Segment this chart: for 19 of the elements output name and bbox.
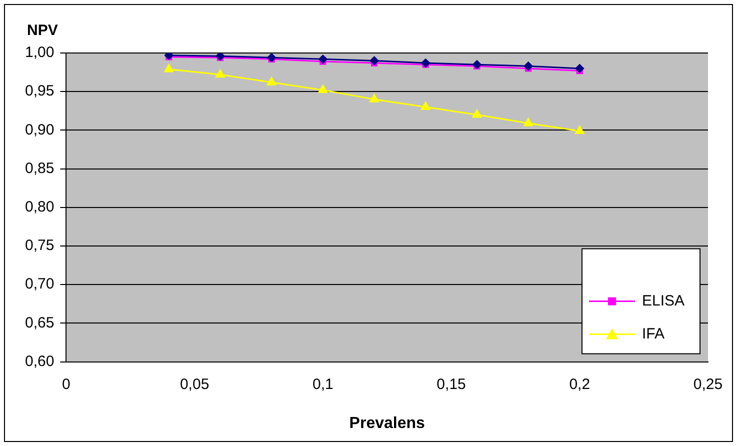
x-tick-label: 0,1 — [312, 376, 334, 393]
y-tick-label: 0,75 — [24, 237, 54, 254]
x-tick-label: 0,2 — [569, 376, 590, 393]
x-tick-label: 0,25 — [693, 376, 723, 393]
y-tick-label: 0,60 — [24, 352, 54, 370]
y-tick-label: 0,70 — [24, 276, 54, 293]
legend-label: ELISA — [642, 292, 685, 310]
y-tick-label: 0,80 — [24, 198, 54, 216]
x-tick-label: 0 — [62, 376, 70, 393]
legend-label: IFA — [642, 325, 665, 342]
y-axis-title: NPV — [27, 22, 58, 39]
y-tick-label: 0,65 — [24, 314, 54, 332]
y-tick-label: 0,90 — [24, 121, 54, 138]
x-axis-title: Prevalens — [349, 414, 426, 432]
x-tick-label: 0,15 — [436, 376, 466, 393]
y-tick-label: 1,00 — [24, 44, 54, 62]
x-tick-label: 0,05 — [180, 376, 210, 393]
y-tick-label: 0,85 — [24, 160, 54, 177]
y-tick-label: 0,95 — [24, 82, 54, 100]
